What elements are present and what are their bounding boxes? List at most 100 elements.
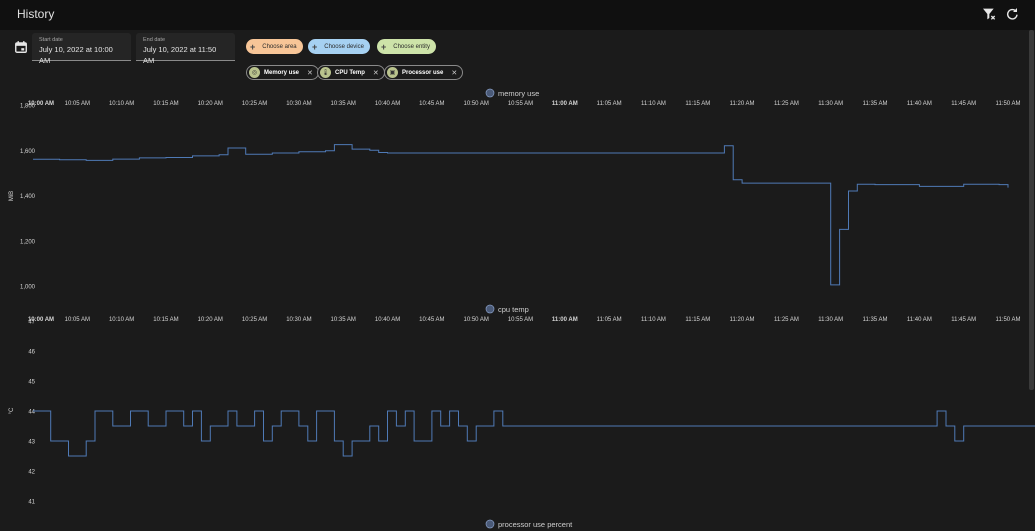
x-tick-label: 10:10 AM <box>109 317 134 323</box>
x-tick-label: 10:20 AM <box>198 317 223 323</box>
start-date-field[interactable]: Start date July 10, 2022 at 10:00 AM <box>32 33 131 65</box>
plus-icon: + <box>381 41 387 52</box>
x-tick-label: 11:20 AM <box>730 317 755 323</box>
legend-label: processor use percent <box>498 520 573 529</box>
y-tick-label: 41 <box>28 500 35 506</box>
y-tick-label: 1,800 <box>20 104 36 110</box>
x-tick-label: 10:15 AM <box>153 317 178 323</box>
x-tick-label: 10:05 AM <box>65 101 90 107</box>
page-title: History <box>17 7 55 21</box>
legend-label: memory use <box>498 89 539 98</box>
remove-chip-icon[interactable]: ✕ <box>451 69 458 77</box>
x-tick-label: 10:50 AM <box>464 317 489 323</box>
x-tick-label: 10:05 AM <box>65 317 90 323</box>
legend-swatch <box>485 519 495 529</box>
x-tick-label: 11:40 AM <box>907 101 932 107</box>
x-tick-label: 10:25 AM <box>242 101 267 107</box>
entity-chip-label: Memory use <box>264 69 300 76</box>
legend-label: cpu temp <box>498 305 529 314</box>
end-date-field[interactable]: End date July 10, 2022 at 11:50 AM <box>136 33 235 65</box>
x-tick-label: 10:45 AM <box>419 101 444 107</box>
x-tick-label: 11:20 AM <box>730 101 755 107</box>
legend-swatch <box>485 88 495 98</box>
x-tick-label: 10:35 AM <box>331 317 356 323</box>
top-app-bar: History <box>0 0 1035 30</box>
x-tick-label: 10:00 AM <box>28 317 54 323</box>
memory-icon: ◎ <box>249 67 260 78</box>
series-line <box>33 144 1009 286</box>
x-tick-label: 10:00 AM <box>28 101 54 107</box>
x-tick-label: 10:15 AM <box>153 101 178 107</box>
y-tick-label: 1,200 <box>20 239 36 245</box>
x-tick-label: 11:35 AM <box>863 317 888 323</box>
choose-area-button[interactable]: + Choose area <box>246 39 303 54</box>
y-tick-label: 43 <box>28 440 35 446</box>
x-tick-label: 10:50 AM <box>464 101 489 107</box>
entity-chip-label: Processor use <box>402 69 444 76</box>
y-tick-label: 1,600 <box>20 149 36 155</box>
choose-device-button[interactable]: + Choose device <box>308 39 370 54</box>
x-tick-label: 11:45 AM <box>951 101 976 107</box>
x-tick-label: 11:40 AM <box>907 317 932 323</box>
end-date-label: End date <box>143 37 166 43</box>
x-tick-label: 11:50 AM <box>996 317 1021 323</box>
x-tick-label: 10:55 AM <box>508 317 533 323</box>
plus-icon: + <box>312 41 318 52</box>
cpu-icon: ▣ <box>387 67 398 78</box>
x-tick-label: 10:40 AM <box>375 101 400 107</box>
entity-chip-label: CPU Temp <box>335 69 365 76</box>
x-tick-label: 10:55 AM <box>508 101 533 107</box>
entity-chip-processor-use[interactable]: ▣ Processor use ✕ <box>384 65 464 80</box>
x-tick-label: 10:40 AM <box>375 317 400 323</box>
y-tick-label: 1,000 <box>20 285 36 291</box>
series-line <box>33 410 1035 457</box>
x-tick-label: 11:15 AM <box>685 101 710 107</box>
history-panel <box>0 30 1035 531</box>
y-tick-label: 45 <box>28 380 35 386</box>
x-tick-label: 10:20 AM <box>198 101 223 107</box>
x-tick-label: 11:00 AM <box>552 317 578 323</box>
x-tick-label: 10:30 AM <box>286 317 311 323</box>
y-axis-unit: °C <box>9 407 15 414</box>
x-tick-label: 11:05 AM <box>597 317 622 323</box>
x-tick-label: 10:25 AM <box>242 317 267 323</box>
x-tick-label: 11:30 AM <box>818 101 843 107</box>
y-tick-label: 42 <box>28 470 35 476</box>
x-tick-label: 11:25 AM <box>774 317 799 323</box>
remove-chip-icon[interactable]: ✕ <box>372 69 379 77</box>
thermometer-icon: 🌡︎ <box>320 67 331 78</box>
choose-entity-button[interactable]: + Choose entity <box>377 39 436 54</box>
end-date-value: July 10, 2022 at 11:50 AM <box>143 45 217 65</box>
calendar-icon[interactable] <box>14 40 28 54</box>
start-date-label: Start date <box>39 37 63 43</box>
x-tick-label: 11:35 AM <box>863 101 888 107</box>
refresh-icon[interactable] <box>1004 6 1020 22</box>
x-tick-label: 11:45 AM <box>951 317 976 323</box>
legend-swatch <box>485 304 495 314</box>
choose-area-label: Choose area <box>262 43 297 50</box>
filter-remove-icon[interactable] <box>981 6 997 22</box>
x-tick-label: 11:10 AM <box>641 101 666 107</box>
y-axis-unit: MiB <box>9 191 15 201</box>
y-tick-label: 47 <box>28 320 35 326</box>
plus-icon: + <box>250 41 256 52</box>
start-date-value: July 10, 2022 at 10:00 AM <box>39 45 113 65</box>
x-tick-label: 11:30 AM <box>818 317 843 323</box>
x-tick-label: 11:05 AM <box>597 101 622 107</box>
x-tick-label: 11:15 AM <box>685 317 710 323</box>
scrollbar[interactable] <box>1029 30 1034 390</box>
remove-chip-icon[interactable]: ✕ <box>307 69 313 77</box>
x-tick-label: 11:00 AM <box>552 101 578 107</box>
x-tick-label: 10:10 AM <box>109 101 134 107</box>
x-tick-label: 10:35 AM <box>331 101 356 107</box>
x-tick-label: 10:30 AM <box>286 101 311 107</box>
x-tick-label: 11:25 AM <box>774 101 799 107</box>
x-tick-label: 11:50 AM <box>996 101 1021 107</box>
choose-device-label: Choose device <box>324 43 364 50</box>
y-tick-label: 44 <box>28 410 35 416</box>
y-tick-label: 1,400 <box>20 194 36 200</box>
choose-entity-label: Choose entity <box>393 43 430 50</box>
x-tick-label: 10:45 AM <box>419 317 444 323</box>
y-tick-label: 46 <box>28 350 35 356</box>
